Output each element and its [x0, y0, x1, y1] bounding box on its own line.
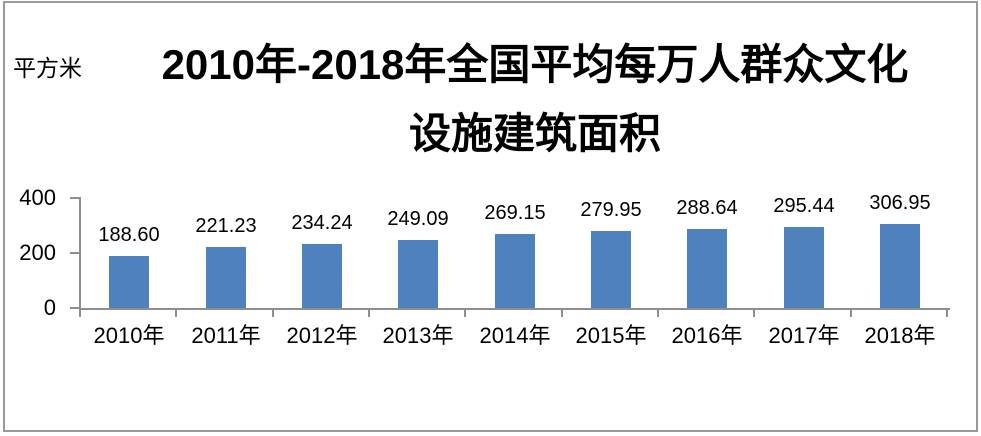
x-axis-tick	[753, 310, 756, 317]
x-axis-category-label: 2014年	[479, 323, 551, 348]
x-axis-category-label: 2016年	[671, 323, 743, 348]
y-axis-tick-label: 400	[19, 185, 56, 210]
x-axis-tick	[79, 310, 81, 317]
bar	[880, 224, 920, 308]
y-axis-tick-label: 0	[43, 295, 56, 320]
bar	[109, 256, 149, 308]
x-axis-category-label: 2011年	[191, 323, 261, 348]
bar-value-label: 269.15	[484, 202, 546, 224]
bar	[495, 234, 535, 308]
bar	[302, 244, 342, 308]
bar-value-label: 221.23	[195, 215, 257, 237]
bar-value-label: 306.95	[869, 192, 931, 214]
x-axis-category-label: 2017年	[768, 323, 840, 348]
bar-value-label: 234.24	[291, 212, 353, 234]
chart-title-line-1: 2010年-2018年全国平均每万人群众文化	[161, 41, 909, 88]
chart-title: 2010年-2018年全国平均每万人群众文化 设施建筑面积	[130, 30, 940, 168]
x-axis-tick	[946, 310, 948, 317]
x-axis-category-label: 2015年	[575, 323, 647, 348]
x-axis-tick	[175, 310, 178, 317]
x-axis-tick	[560, 310, 563, 317]
x-axis-category-label: 2018年	[864, 323, 936, 348]
y-axis-tick	[70, 252, 79, 254]
bar	[687, 229, 727, 308]
y-axis-unit-label: 平方米	[13, 55, 82, 81]
x-axis-category-label: 2010年	[93, 323, 165, 348]
x-axis-category-label: 2012年	[286, 323, 358, 348]
bar-value-label: 295.44	[773, 195, 835, 217]
bar-value-label: 279.95	[580, 199, 642, 221]
x-axis-tick	[368, 310, 370, 317]
x-axis-tick	[657, 310, 659, 317]
bar	[591, 231, 631, 308]
x-axis-tick	[271, 310, 274, 317]
x-axis-line	[79, 308, 950, 310]
chart-title-line-2: 设施建筑面积	[408, 110, 661, 157]
bar-value-label: 249.09	[387, 208, 449, 230]
y-axis-tick-label: 200	[19, 240, 56, 265]
bar	[206, 247, 246, 308]
x-axis-category-label: 2013年	[382, 323, 454, 348]
y-axis-tick	[70, 307, 79, 309]
y-axis-tick	[70, 197, 79, 199]
bar-value-label: 288.64	[676, 197, 738, 219]
bar	[398, 240, 438, 308]
bar	[784, 227, 824, 308]
x-axis-tick	[464, 310, 467, 317]
bar-value-label: 188.60	[98, 224, 160, 246]
y-axis-line	[79, 197, 81, 310]
x-axis-tick	[849, 310, 852, 317]
